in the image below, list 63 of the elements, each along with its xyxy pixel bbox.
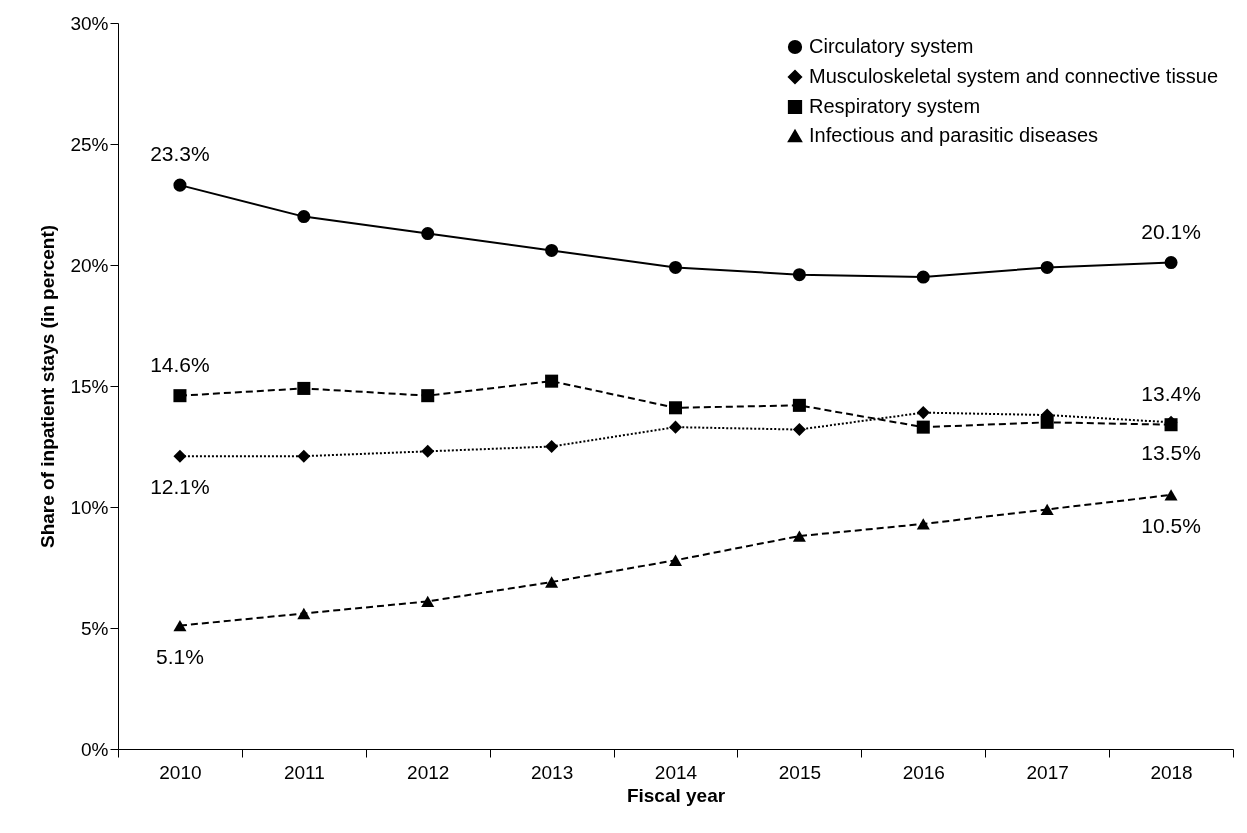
point: [421, 227, 435, 241]
data-label: 20.1%: [1141, 219, 1201, 243]
point: [297, 210, 311, 224]
point: [421, 595, 435, 608]
data-label: 10.5%: [1141, 513, 1201, 537]
point: [792, 398, 806, 412]
x-tick-label: 2015: [778, 761, 822, 783]
point: [545, 374, 559, 388]
x-tick-label: 2012: [407, 761, 450, 783]
point: [421, 444, 435, 458]
point: [668, 420, 683, 434]
y-axis-title: Share of inpatient stays (in percent): [37, 224, 59, 549]
point: [916, 420, 930, 434]
point: [545, 576, 559, 588]
data-label: 12.1%: [150, 475, 210, 499]
point: [173, 619, 187, 632]
y-tick-label: 5%: [81, 617, 109, 639]
point: [668, 554, 683, 566]
x-tick-label: 2017: [1026, 761, 1069, 783]
point: [421, 389, 435, 403]
point: [1040, 503, 1054, 516]
point: [792, 268, 806, 282]
point: [916, 270, 930, 284]
legend-label: Respiratory system: [809, 95, 981, 117]
x-tick-label: 2014: [654, 761, 698, 783]
point: [668, 401, 683, 415]
point: [297, 607, 311, 620]
x-tick-label: 2010: [159, 761, 202, 783]
legend-label: Musculoskeletal system and connective tissue: [809, 65, 1219, 87]
y-tick-label: 25%: [70, 133, 109, 155]
data-label: 13.4%: [1141, 381, 1201, 405]
x-tick-label: 2016: [902, 761, 945, 783]
point: [1040, 415, 1054, 429]
point: [792, 423, 806, 437]
point: [173, 449, 187, 463]
y-tick-label: 10%: [70, 496, 109, 518]
point: [916, 406, 930, 420]
legend-label: Infectious and parasitic diseases: [809, 124, 1099, 146]
point: [545, 243, 559, 257]
point: [173, 178, 187, 192]
point: [297, 449, 311, 463]
data-label: 23.3%: [150, 142, 210, 166]
y-tick-label: 20%: [70, 254, 109, 276]
point: [916, 518, 930, 530]
x-axis-title: Fiscal year: [626, 784, 726, 806]
legend-label: Circulatory system: [809, 35, 974, 57]
point: [668, 260, 683, 274]
data-label: 14.6%: [150, 352, 210, 376]
data-label: 13.5%: [1141, 441, 1201, 465]
point: [297, 381, 311, 395]
x-tick-label: 2013: [530, 761, 574, 783]
y-tick-label: 30%: [70, 12, 109, 34]
y-tick-label: 0%: [81, 738, 109, 760]
x-tick-label: 2011: [283, 761, 325, 783]
point: [1164, 256, 1178, 270]
point: [545, 439, 559, 454]
point: [792, 530, 806, 542]
y-tick-label: 15%: [70, 375, 109, 397]
data-label: 5.1%: [156, 644, 204, 668]
x-tick-label: 2018: [1150, 761, 1193, 783]
point: [173, 389, 187, 403]
point: [1040, 260, 1054, 274]
point: [1164, 489, 1178, 501]
